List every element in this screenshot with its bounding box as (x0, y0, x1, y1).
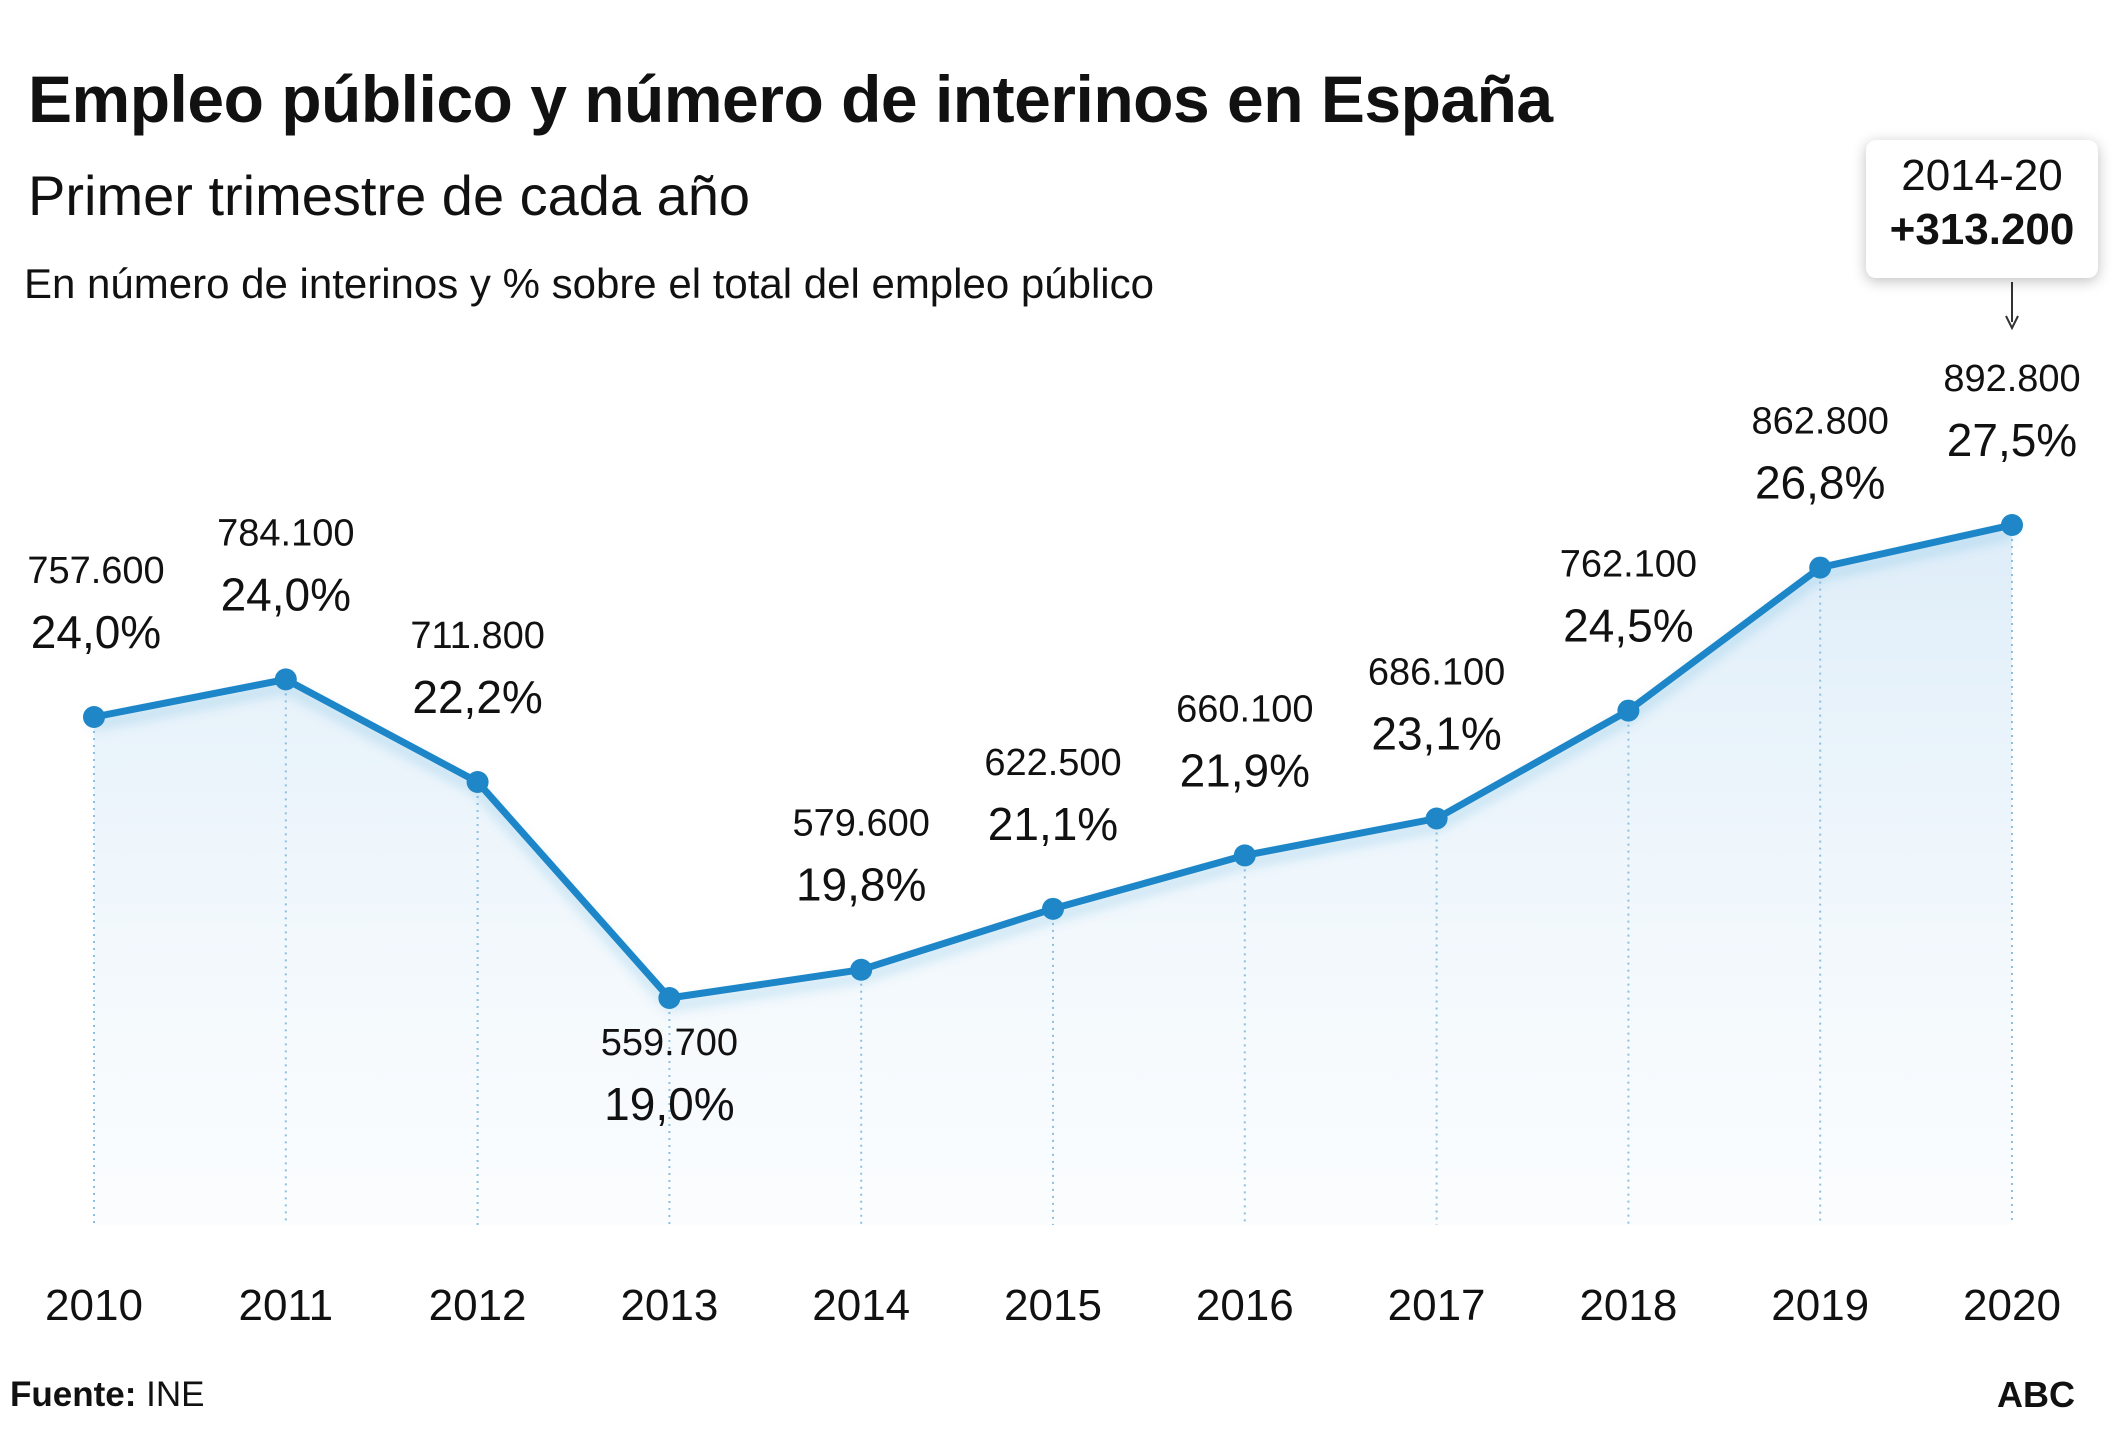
pct-label-2012: 22,2% (412, 671, 542, 723)
x-tick-2012: 2012 (429, 1281, 527, 1330)
pct-label-2018: 24,5% (1563, 600, 1693, 652)
change-callout: 2014-20 +313.200 (1866, 140, 2098, 278)
pct-label-2016: 21,9% (1180, 744, 1310, 796)
count-label-2018: 762.100 (1560, 544, 1697, 586)
data-point-2011 (274, 668, 297, 691)
pct-label-2020: 27,5% (1947, 414, 2077, 466)
data-point-2019 (1809, 556, 1832, 579)
count-label-2015: 622.500 (984, 742, 1121, 784)
data-point-2010 (83, 705, 105, 728)
data-point-2020 (2001, 514, 2023, 536)
x-tick-2013: 2013 (620, 1281, 718, 1330)
count-label-2011: 784.100 (217, 512, 354, 554)
pct-label-2017: 23,1% (1371, 708, 1501, 760)
pct-label-2015: 21,1% (988, 798, 1118, 850)
count-label-2010: 757.600 (27, 550, 164, 592)
x-tick-2011: 2011 (238, 1281, 333, 1330)
source-note: Fuente: INE (10, 1377, 204, 1412)
x-tick-2018: 2018 (1579, 1281, 1677, 1330)
x-tick-2010: 2010 (45, 1281, 143, 1330)
data-point-2018 (1617, 699, 1640, 722)
pct-label-2019: 26,8% (1755, 457, 1885, 509)
line-chart: 757.600 24,0% 784.100 24,0% 711.800 22,2% 559.… (27, 282, 2081, 1330)
source-label: Fuente: (10, 1375, 137, 1414)
chart-subtitle: Primer trimestre de cada año (28, 164, 751, 227)
x-tick-2014: 2014 (812, 1281, 910, 1330)
x-tick-2016: 2016 (1196, 1281, 1294, 1330)
area-fill (94, 525, 2012, 1225)
pct-label-2011: 24,0% (221, 568, 351, 620)
data-point-2017 (1425, 807, 1448, 830)
callout-delta: +313.200 (1889, 205, 2075, 255)
count-label-2014: 579.600 (793, 803, 930, 845)
chart-title: Empleo público y número de interinos en … (28, 62, 1553, 136)
data-point-2015 (1042, 897, 1064, 920)
data-point-2012 (466, 771, 489, 794)
chart-note: En número de interinos y % sobre el tota… (24, 260, 1154, 307)
data-point-2013 (658, 987, 681, 1009)
count-label-2016: 660.100 (1176, 688, 1313, 730)
count-label-2019: 862.800 (1752, 401, 1889, 443)
pct-label-2010: 24,0% (31, 606, 161, 658)
callout-arrow-head (2005, 315, 2019, 331)
count-label-2013: 559.700 (601, 1022, 738, 1064)
pct-label-2013: 19,0% (604, 1078, 734, 1130)
x-tick-2019: 2019 (1771, 1281, 1869, 1330)
data-point-2014 (850, 958, 873, 981)
count-label-2020: 892.800 (1943, 358, 2080, 400)
callout-period: 2014-20 (1901, 151, 2063, 200)
x-tick-2015: 2015 (1004, 1281, 1102, 1330)
x-tick-2020: 2020 (1963, 1281, 2061, 1330)
count-label-2012: 711.800 (410, 615, 545, 657)
pct-label-2014: 19,8% (796, 859, 926, 911)
source-value: INE (146, 1375, 205, 1414)
x-tick-2017: 2017 (1388, 1281, 1486, 1330)
brand-logo: ABC (1997, 1374, 2075, 1415)
count-label-2017: 686.100 (1368, 652, 1505, 694)
data-point-2016 (1233, 844, 1256, 867)
